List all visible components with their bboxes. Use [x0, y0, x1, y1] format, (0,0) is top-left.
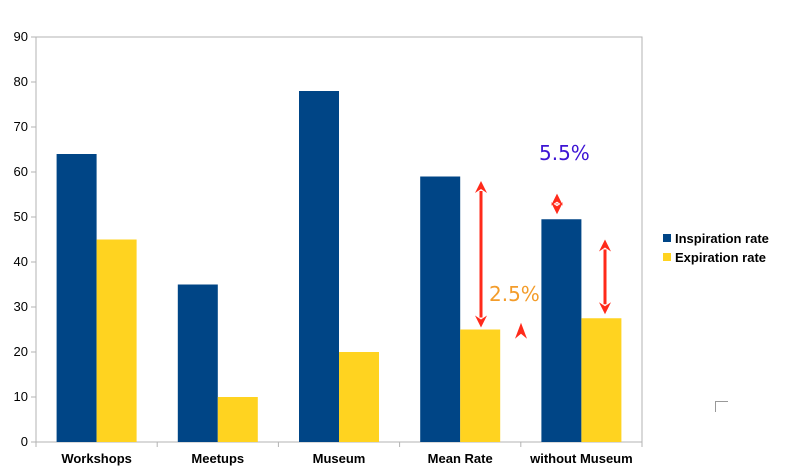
- arrow-without-museum-gap: [599, 239, 611, 315]
- x-tick-label: Mean Rate: [428, 451, 493, 466]
- y-axis-labels: 0 10 20 30 40 50 60 70 80 90: [14, 29, 28, 449]
- x-axis-labels: Workshops Meetups Museum Mean Rate without M…: [61, 451, 632, 466]
- y-tick-label: 80: [14, 74, 28, 89]
- bar-expiration-museum: [339, 352, 379, 442]
- y-tick-label: 90: [14, 29, 28, 44]
- x-tick-label: Museum: [313, 451, 366, 466]
- legend-label-inspiration: Inspiration rate: [675, 231, 769, 246]
- arrowhead-small: [515, 322, 527, 339]
- bar-inspiration-museum: [299, 91, 339, 442]
- y-tick-label: 10: [14, 389, 28, 404]
- y-tick-label: 0: [21, 434, 28, 449]
- chart-bars: [56, 91, 622, 442]
- annotation-5-5-percent: 5.5%: [539, 141, 590, 165]
- y-tick-label: 70: [14, 119, 28, 134]
- chart-annotations: 5.5% 2.5%: [475, 141, 611, 339]
- x-tick-label: without Museum: [529, 451, 633, 466]
- bar-inspiration-meetups: [177, 284, 218, 442]
- legend-swatch-inspiration: [663, 234, 671, 242]
- y-tick-label: 40: [14, 254, 28, 269]
- bar-inspiration-workshops: [56, 154, 97, 442]
- arrow-inspiration-difference: [551, 193, 563, 215]
- x-tick-label: Workshops: [61, 451, 132, 466]
- annotation-2-5-percent: 2.5%: [489, 282, 540, 306]
- bar-expiration-mean-rate: [460, 329, 501, 442]
- corner-mark: [715, 401, 728, 412]
- y-tick-label: 60: [14, 164, 28, 179]
- legend-swatch-expiration: [663, 253, 671, 261]
- bar-inspiration-without-museum: [541, 219, 582, 442]
- y-tick-label: 20: [14, 344, 28, 359]
- bar-inspiration-mean-rate: [420, 176, 461, 442]
- bar-expiration-meetups: [217, 397, 258, 442]
- x-tick-label: Meetups: [191, 451, 244, 466]
- bar-expiration-workshops: [96, 239, 137, 442]
- arrow-mean-rate-gap: [475, 181, 487, 328]
- bar-expiration-without-museum: [581, 318, 622, 442]
- legend-label-expiration: Expiration rate: [675, 250, 766, 265]
- y-tick-label: 50: [14, 209, 28, 224]
- legend: Inspiration rate Expiration rate: [663, 231, 769, 265]
- y-tick-label: 30: [14, 299, 28, 314]
